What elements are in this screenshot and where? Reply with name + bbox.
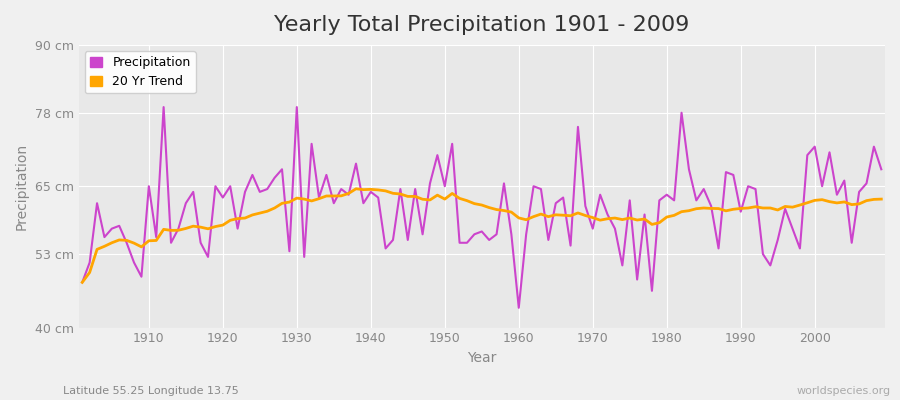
Text: worldspecies.org: worldspecies.org (796, 386, 891, 396)
Y-axis label: Precipitation: Precipitation (15, 143, 29, 230)
Legend: Precipitation, 20 Yr Trend: Precipitation, 20 Yr Trend (85, 51, 195, 93)
Title: Yearly Total Precipitation 1901 - 2009: Yearly Total Precipitation 1901 - 2009 (274, 15, 689, 35)
Text: Latitude 55.25 Longitude 13.75: Latitude 55.25 Longitude 13.75 (63, 386, 238, 396)
X-axis label: Year: Year (467, 351, 497, 365)
